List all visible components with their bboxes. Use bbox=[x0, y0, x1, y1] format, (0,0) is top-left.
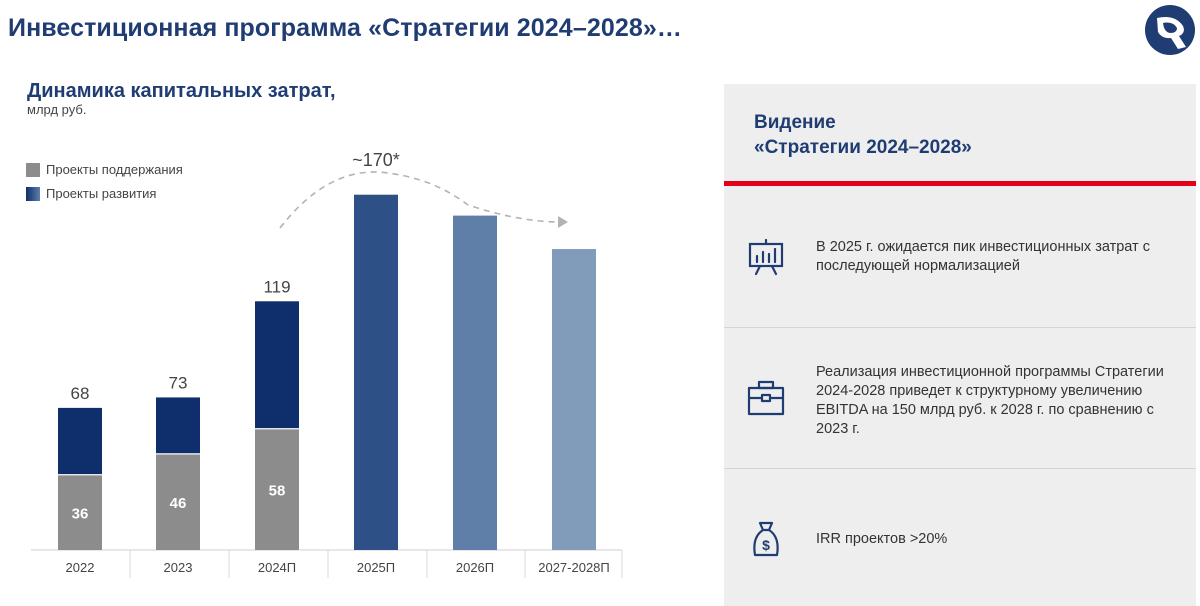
svg-text:$: $ bbox=[762, 537, 770, 553]
x-tick-label: 2022 bbox=[66, 560, 95, 575]
panel-title-line-2: «Стратегии 2024–2028» bbox=[754, 137, 972, 158]
total-label: 73 bbox=[169, 373, 188, 392]
trend-arrow-head bbox=[558, 216, 568, 228]
capex-bar-chart: 36 68 2022 46 73 2023 58 119 2024П 2025П 2026П 2027… bbox=[31, 150, 623, 578]
legend-label-maintenance: Проекты поддержания bbox=[46, 162, 183, 177]
legend-swatch-development bbox=[26, 186, 40, 201]
company-logo-icon bbox=[1145, 5, 1195, 55]
legend-label-development: Проекты развития bbox=[46, 186, 157, 201]
chart-subtitle: млрд руб. bbox=[27, 102, 87, 117]
panel-item-text: IRR проектов >20% bbox=[816, 531, 948, 547]
panel-item-text: В 2025 г. ожидается пик инвестиционных з… bbox=[816, 239, 1150, 274]
money-bag-icon: $ bbox=[753, 521, 779, 557]
bar-maintenance bbox=[58, 474, 102, 550]
bar-projection bbox=[354, 194, 398, 550]
total-label: 68 bbox=[71, 384, 90, 403]
segment-label: 36 bbox=[72, 505, 89, 522]
bar-maintenance bbox=[156, 453, 200, 550]
peak-label: ~170* bbox=[352, 150, 400, 170]
x-tick-label: 2027-2028П bbox=[538, 560, 610, 575]
panel-item-irr: $ IRR проектов >20% bbox=[724, 468, 1196, 606]
total-label: 119 bbox=[263, 277, 290, 296]
bar-projection bbox=[552, 249, 596, 551]
legend-item-maintenance: Проекты поддержания bbox=[26, 162, 183, 177]
briefcase-icon bbox=[747, 380, 785, 416]
x-tick-label: 2023 bbox=[164, 560, 193, 575]
x-tick-label: 2026П bbox=[456, 560, 494, 575]
chart-title: Динамика капитальных затрат, bbox=[27, 80, 336, 102]
bar-development bbox=[156, 397, 200, 454]
bar-development bbox=[58, 407, 102, 475]
panel-title: Видение «Стратегии 2024–2028» bbox=[754, 110, 972, 160]
panel-item-ebitda: Реализация инвестиционной программы Стра… bbox=[724, 327, 1196, 468]
legend-item-development: Проекты развития bbox=[26, 186, 183, 201]
panel-accent-rule bbox=[724, 181, 1196, 186]
bar-projection bbox=[453, 215, 497, 550]
segment-label: 58 bbox=[269, 482, 286, 499]
bar-development bbox=[255, 301, 299, 429]
legend-swatch-maintenance bbox=[26, 162, 40, 177]
strategy-panel: Видение «Стратегии 2024–2028» В 2025 г. … bbox=[724, 84, 1196, 606]
x-tick-label: 2024П bbox=[258, 560, 296, 575]
panel-item-peak: В 2025 г. ожидается пик инвестиционных з… bbox=[724, 186, 1196, 327]
x-tick-label: 2025П bbox=[357, 560, 395, 575]
presentation-chart-icon bbox=[748, 238, 784, 276]
panel-item-text: Реализация инвестиционной программы Стра… bbox=[816, 364, 1164, 437]
segment-label: 46 bbox=[170, 495, 187, 512]
chart-legend: Проекты поддержания Проекты развития bbox=[26, 162, 183, 210]
panel-title-line-1: Видение bbox=[754, 112, 836, 133]
bar-maintenance bbox=[255, 428, 299, 550]
trend-arrow bbox=[279, 171, 561, 229]
page-title: Инвестиционная программа «Стратегии 2024… bbox=[8, 14, 682, 42]
